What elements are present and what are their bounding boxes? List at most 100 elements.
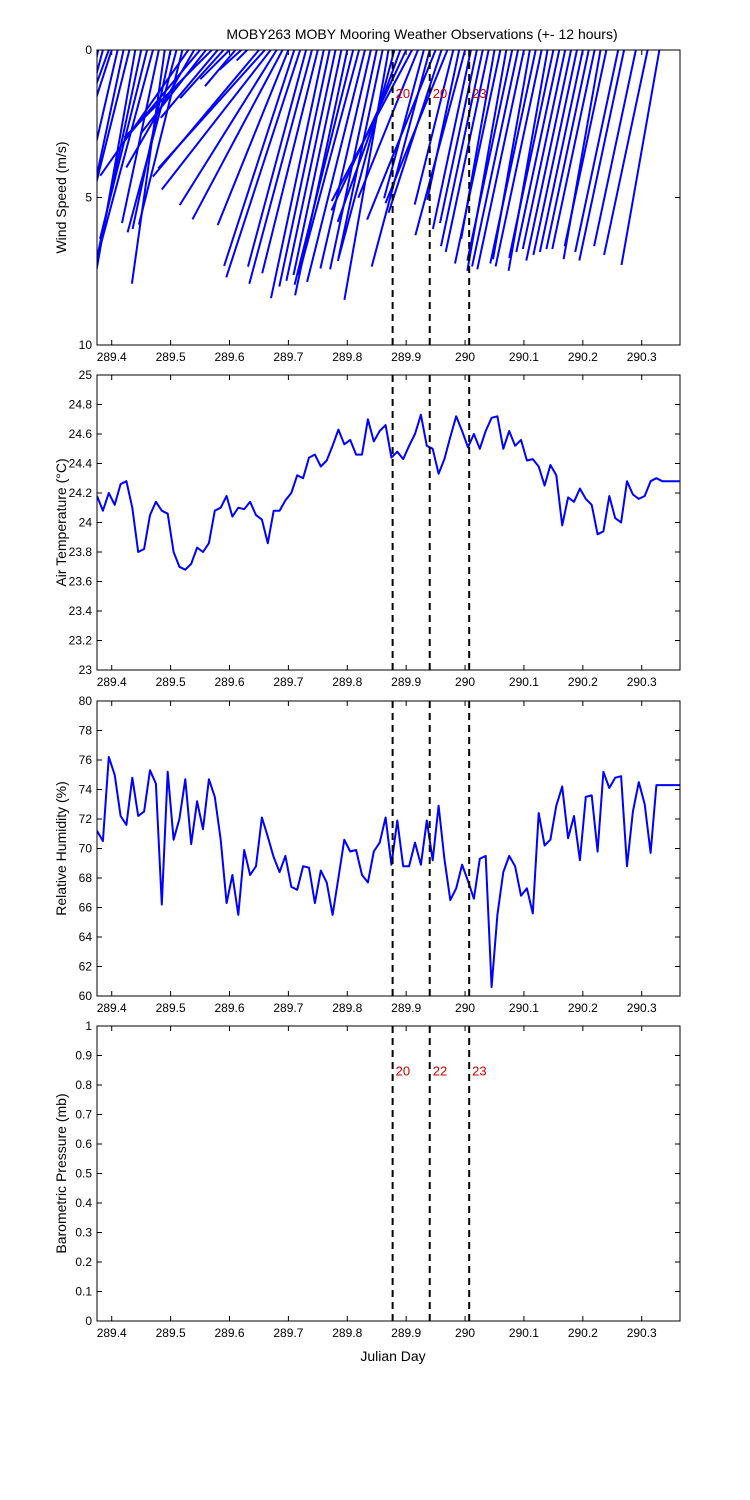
wind-stick bbox=[466, 50, 514, 261]
wind-stick bbox=[563, 50, 608, 247]
series-line bbox=[97, 756, 680, 989]
x-tick-label: 289.8 bbox=[332, 1326, 362, 1340]
y-tick-label: 0 bbox=[85, 43, 92, 57]
wind-stick bbox=[306, 50, 366, 283]
wind-stick bbox=[319, 50, 372, 269]
wind-stick bbox=[337, 50, 384, 259]
wind-stick bbox=[297, 50, 361, 276]
wind-stick bbox=[489, 50, 537, 264]
y-tick-label: 0.8 bbox=[75, 1078, 92, 1092]
x-tick-label: 290.2 bbox=[568, 350, 598, 364]
wind-stick bbox=[293, 50, 355, 285]
y-tick-label: 1 bbox=[85, 1019, 92, 1033]
wind-stick bbox=[179, 50, 225, 99]
y-tick-label: 80 bbox=[79, 694, 93, 708]
wind-stick bbox=[508, 50, 555, 259]
wind-stick bbox=[123, 50, 213, 139]
y-tick-label: 24 bbox=[79, 516, 93, 530]
wind-stick bbox=[471, 50, 520, 267]
x-tick-label: 290.2 bbox=[568, 675, 598, 689]
x-tick-label: 290.1 bbox=[509, 1001, 539, 1015]
y-tick-label: 24.2 bbox=[69, 486, 93, 500]
wind-stick bbox=[121, 50, 160, 224]
wind-stick bbox=[160, 50, 219, 119]
y-tick-label: 74 bbox=[79, 783, 93, 797]
x-tick-label: 290.2 bbox=[568, 1001, 598, 1015]
panel-frame bbox=[96, 374, 681, 671]
y-tick-label: 76 bbox=[79, 753, 93, 767]
wind-stick bbox=[551, 50, 596, 250]
y-tick-label: 72 bbox=[79, 812, 93, 826]
panels: 289.4 289.5 289.6 289.7 289.8 289.9 290 290.1 29… bbox=[53, 43, 681, 1340]
wind-stick bbox=[545, 50, 590, 250]
panel-data: 20 20 23 bbox=[97, 50, 661, 345]
x-tick-label: 289.4 bbox=[97, 350, 127, 364]
event-label: 20 bbox=[433, 86, 447, 101]
wind-stick bbox=[538, 50, 584, 253]
wind-stick bbox=[130, 50, 166, 284]
wind-stick bbox=[285, 50, 337, 282]
wind-stick bbox=[178, 50, 278, 206]
wind-stick bbox=[574, 50, 620, 253]
x-tick-label: 289.8 bbox=[332, 350, 362, 364]
wind-stick bbox=[366, 50, 437, 220]
x-tick-label: 290.3 bbox=[627, 350, 657, 364]
x-tick-label: 290 bbox=[455, 675, 475, 689]
wind-stick bbox=[161, 50, 272, 191]
y-tick-label: 0.3 bbox=[75, 1226, 92, 1240]
y-tick-label: 24.6 bbox=[69, 427, 93, 441]
wind-stick bbox=[126, 50, 178, 233]
wind-stick bbox=[439, 50, 478, 224]
x-tick-label: 289.7 bbox=[273, 350, 303, 364]
wind-stick bbox=[515, 50, 561, 253]
wind-stick bbox=[157, 50, 266, 170]
panel-data bbox=[97, 375, 680, 670]
x-tick-label: 289.9 bbox=[391, 1001, 421, 1015]
panel-air-temperature: 289.4 289.5 289.6 289.7 289.8 289.9 290 290.1 29… bbox=[53, 368, 681, 689]
wind-stick bbox=[270, 50, 325, 299]
x-tick-label: 289.5 bbox=[156, 1001, 186, 1015]
event-label: 20 bbox=[396, 1063, 410, 1078]
x-tick-label: 289.4 bbox=[97, 1001, 127, 1015]
wind-stick bbox=[476, 50, 525, 270]
x-tick-label: 289.7 bbox=[273, 675, 303, 689]
y-tick-label: 0.5 bbox=[75, 1167, 92, 1181]
y-tick-label: 24.8 bbox=[69, 398, 93, 412]
series-line bbox=[97, 413, 680, 571]
panel-frame bbox=[96, 1025, 681, 1322]
wind-stick bbox=[218, 50, 242, 71]
y-tick-label: 23.4 bbox=[69, 604, 93, 618]
x-tick-label: 289.5 bbox=[156, 675, 186, 689]
y-axis-label: Barometric Pressure (mb) bbox=[53, 1093, 69, 1253]
panel-data: 20 22 23 bbox=[391, 1026, 487, 1321]
y-axis-label: Air Temperature (°C) bbox=[53, 458, 69, 586]
event-label: 23 bbox=[472, 1063, 486, 1078]
wind-stick bbox=[593, 50, 637, 247]
x-tick-label: 289.9 bbox=[391, 1326, 421, 1340]
wind-stick bbox=[292, 50, 343, 276]
wind-stick bbox=[199, 50, 231, 80]
wind-stick bbox=[235, 50, 248, 62]
wind-stick bbox=[97, 50, 119, 144]
wind-stick bbox=[384, 50, 449, 204]
x-tick-label: 289.7 bbox=[273, 1001, 303, 1015]
y-tick-label: 66 bbox=[79, 901, 93, 915]
y-tick-label: 25 bbox=[79, 368, 93, 382]
wind-stick bbox=[336, 50, 396, 262]
wind-stick bbox=[248, 50, 313, 284]
wind-stick bbox=[247, 50, 308, 267]
x-tick-label: 290 bbox=[455, 350, 475, 364]
y-tick-label: 23.6 bbox=[69, 575, 93, 589]
y-tick-label: 10 bbox=[79, 338, 93, 352]
y-axis-label: Wind Speed (m/s) bbox=[53, 141, 69, 253]
wind-stick bbox=[440, 50, 484, 247]
wind-stick bbox=[99, 50, 190, 177]
wind-stick bbox=[620, 50, 661, 266]
x-axis-label: Julian Day bbox=[360, 1348, 425, 1364]
y-tick-label: 24.4 bbox=[69, 457, 93, 471]
panel-frame bbox=[96, 700, 681, 997]
wind-stick bbox=[97, 50, 125, 180]
y-tick-label: 0.2 bbox=[75, 1255, 92, 1269]
y-tick-label: 5 bbox=[85, 191, 92, 205]
